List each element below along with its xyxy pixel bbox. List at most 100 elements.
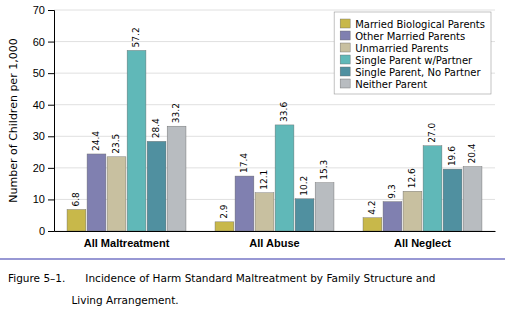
bar — [127, 50, 146, 231]
bar — [423, 146, 442, 231]
y-axis-line — [48, 11, 55, 232]
legend-item: Neither Parent — [340, 79, 427, 90]
grid-line — [54, 10, 495, 11]
y-tick: 40 — [33, 99, 54, 111]
y-tick-mark — [48, 42, 54, 43]
data-label: 33.6 — [279, 102, 289, 122]
data-label: 9.3 — [387, 184, 397, 198]
legend-label: Single Parent w/Partner — [355, 55, 473, 66]
y-tick-label: 30 — [33, 130, 45, 142]
legend-label: Unmarried Parents — [355, 43, 448, 54]
data-label: 33.2 — [171, 103, 181, 123]
bar — [403, 191, 422, 231]
chart: 0 10 20 30 40 50 60 70 All Maltreatment All Abuse… — [0, 0, 505, 319]
x-tick-label: All Maltreatment — [84, 237, 170, 249]
data-label: 19.6 — [447, 146, 457, 166]
y-tick: 0 — [39, 225, 54, 237]
y-tick-mark — [48, 136, 54, 137]
y-tick: 30 — [33, 130, 54, 142]
y-tick-mark — [48, 73, 54, 74]
data-label: 4.2 — [367, 200, 377, 214]
bars — [67, 50, 482, 231]
data-label: 6.8 — [71, 192, 81, 207]
y-tick-mark — [48, 168, 54, 169]
legend-swatch — [340, 67, 350, 76]
y-axis-title: Number of Children per 1,000 — [7, 38, 20, 202]
data-label: 2.9 — [219, 204, 229, 219]
data-label: 17.4 — [239, 153, 249, 173]
y-tick-mark — [48, 231, 54, 232]
data-labels: 6.8 2.9 4.2 24.4 17.4 9.3 23.5 12.1 12.6 57.2 33.6… — [71, 27, 477, 218]
legend-item: Single Parent, No Partner — [340, 67, 481, 78]
y-tick-mark — [48, 105, 54, 106]
bar — [147, 141, 166, 231]
y-tick: 10 — [33, 193, 54, 205]
data-label: 57.2 — [131, 27, 141, 47]
plot: 0 10 20 30 40 50 60 70 All Maltreatment All Abuse… — [33, 4, 496, 249]
y-tick-mark — [48, 10, 54, 11]
y-tick: 20 — [33, 162, 54, 174]
bar — [443, 169, 462, 231]
data-label: 23.5 — [111, 134, 121, 154]
bar — [215, 222, 234, 231]
x-tick: All Abuse — [249, 231, 299, 249]
data-label: 27.0 — [427, 122, 437, 142]
bar — [383, 202, 402, 231]
grid — [54, 10, 495, 231]
x-axis: All Maltreatment All Abuse All Neglect — [55, 231, 496, 249]
legend: Married Biological ParentsOther Married … — [334, 12, 491, 94]
y-tick-label: 70 — [33, 4, 45, 16]
y-tick-mark — [48, 199, 54, 200]
legend-label: Single Parent, No Partner — [355, 67, 481, 78]
data-label: 12.6 — [407, 168, 417, 188]
y-tick-label: 20 — [33, 162, 45, 174]
caption-separator — [0, 258, 505, 259]
bar — [363, 218, 382, 231]
y-tick-label: 40 — [33, 99, 45, 111]
x-tick-label: All Abuse — [249, 237, 299, 249]
data-label: 28.4 — [151, 118, 161, 138]
bar — [463, 167, 482, 231]
y-tick-label: 60 — [33, 36, 45, 48]
legend-item: Unmarried Parents — [340, 43, 448, 54]
bar — [295, 199, 314, 231]
legend-item: Other Married Parents — [340, 31, 465, 42]
data-label: 20.4 — [467, 143, 477, 163]
x-tick: All Maltreatment — [84, 231, 170, 249]
legend-item: Married Biological Parents — [340, 19, 485, 30]
grid-line — [54, 104, 495, 105]
data-label: 15.3 — [319, 160, 329, 180]
bar — [275, 125, 294, 231]
legend-swatch — [340, 19, 350, 28]
y-tick: 60 — [33, 36, 54, 48]
bar — [255, 193, 274, 231]
data-label: 12.1 — [259, 170, 269, 190]
legend-swatch — [340, 55, 350, 64]
legend-label: Married Biological Parents — [355, 19, 485, 30]
legend-label: Neither Parent — [355, 79, 427, 90]
bar — [235, 176, 254, 231]
legend-swatch — [340, 31, 350, 40]
bar — [107, 157, 126, 231]
legend-swatch — [340, 43, 350, 52]
caption: Figure 5–1. Incidence of Harm Standard M… — [8, 272, 435, 284]
legend-frame — [334, 12, 491, 94]
legend-swatch — [340, 79, 350, 88]
y-tick-label: 0 — [39, 225, 45, 237]
bar — [87, 154, 106, 231]
legend-label: Other Married Parents — [355, 31, 465, 42]
data-label: 10.2 — [299, 176, 309, 196]
bar — [167, 126, 186, 231]
y-tick: 70 — [33, 4, 54, 16]
data-label: 24.4 — [91, 131, 101, 151]
bar — [315, 183, 334, 231]
x-axis-line — [55, 231, 496, 232]
x-tick: All Neglect — [394, 231, 451, 249]
y-tick-label: 10 — [33, 193, 45, 205]
y-tick-label: 50 — [33, 67, 45, 79]
y-tick: 50 — [33, 67, 54, 79]
legend-item: Single Parent w/Partner — [340, 55, 473, 66]
bar — [67, 210, 86, 231]
x-tick-label: All Neglect — [394, 237, 451, 249]
y-axis: 0 10 20 30 40 50 60 70 — [33, 4, 55, 237]
